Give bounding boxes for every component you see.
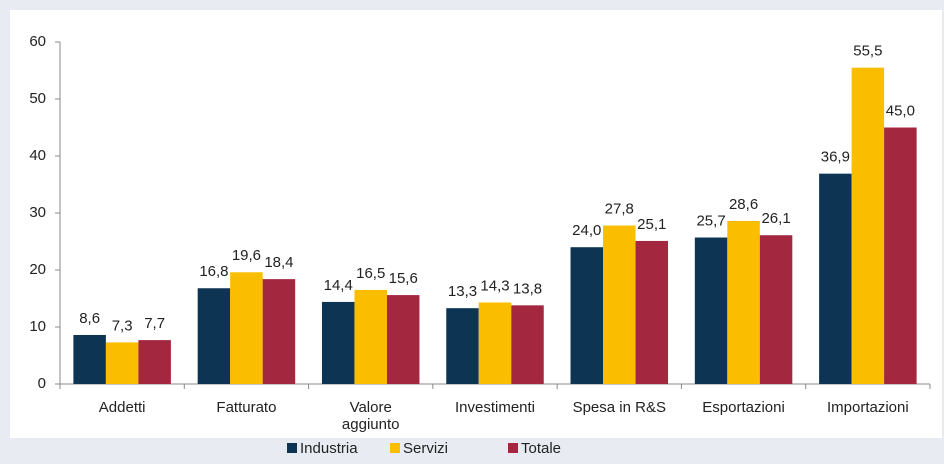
- bar: [321, 301, 355, 384]
- bar: [635, 240, 669, 384]
- value-label: 13,3: [448, 283, 477, 300]
- x-tick-label: Spesa in R&S: [572, 399, 666, 416]
- bar: [570, 247, 604, 384]
- bar: [354, 289, 387, 384]
- legend-swatch: [508, 443, 518, 453]
- legend-swatch: [287, 443, 297, 453]
- bar: [386, 295, 420, 384]
- value-label: 8,6: [79, 310, 100, 327]
- value-label: 27,8: [605, 201, 634, 218]
- value-label: 13,8: [513, 280, 542, 297]
- value-label: 25,1: [637, 216, 666, 233]
- value-label: 16,5: [356, 265, 385, 282]
- value-label: 18,4: [264, 254, 293, 271]
- bar: [262, 279, 296, 384]
- value-label: 7,3: [112, 317, 133, 334]
- value-label: 14,4: [324, 277, 353, 294]
- bar: [851, 67, 885, 385]
- value-label: 7,7: [144, 315, 165, 332]
- x-tick-label: Fatturato: [216, 399, 277, 416]
- y-tick-label: 20: [29, 261, 46, 278]
- bar: [759, 235, 793, 384]
- bar: [819, 173, 852, 384]
- bar: [478, 302, 512, 384]
- y-tick-label: 30: [29, 204, 46, 221]
- bar: [73, 334, 106, 384]
- value-label: 16,8: [199, 263, 228, 280]
- legend-label: Industria: [300, 440, 358, 457]
- y-tick-label: 10: [29, 318, 46, 335]
- x-tick-label: Investimenti: [454, 399, 536, 416]
- value-label: 26,1: [761, 210, 790, 227]
- value-label: 14,3: [480, 277, 509, 294]
- value-label: 25,7: [696, 212, 725, 229]
- bar: [446, 308, 479, 384]
- value-label: 28,6: [729, 196, 758, 213]
- bar: [197, 288, 231, 384]
- x-tick-label: Esportazioni: [702, 399, 785, 416]
- bar: [603, 225, 636, 384]
- y-tick-label: 0: [38, 375, 46, 392]
- bar: [105, 342, 139, 384]
- bar: [694, 237, 728, 384]
- y-tick-label: 40: [29, 147, 46, 164]
- legend-label: Totale: [521, 440, 561, 457]
- value-label: 15,6: [389, 270, 418, 287]
- value-label: 19,6: [232, 247, 261, 264]
- x-tick-label: Valore aggiunto: [341, 399, 400, 433]
- value-label: 45,0: [886, 102, 915, 119]
- y-tick-label: 60: [29, 33, 46, 50]
- legend-label: Servizi: [403, 440, 448, 457]
- bar: [230, 272, 263, 384]
- value-label: 55,5: [853, 43, 882, 60]
- bar: [727, 220, 760, 384]
- bar: [511, 305, 544, 384]
- y-tick-label: 50: [29, 90, 46, 107]
- value-label: 24,0: [572, 222, 601, 239]
- bar: [884, 127, 917, 384]
- x-tick-label: Importazioni: [826, 399, 909, 416]
- value-label: 36,9: [821, 149, 850, 166]
- legend-swatch: [390, 443, 400, 453]
- x-tick-label: Addetti: [98, 399, 146, 416]
- bar: [138, 340, 171, 384]
